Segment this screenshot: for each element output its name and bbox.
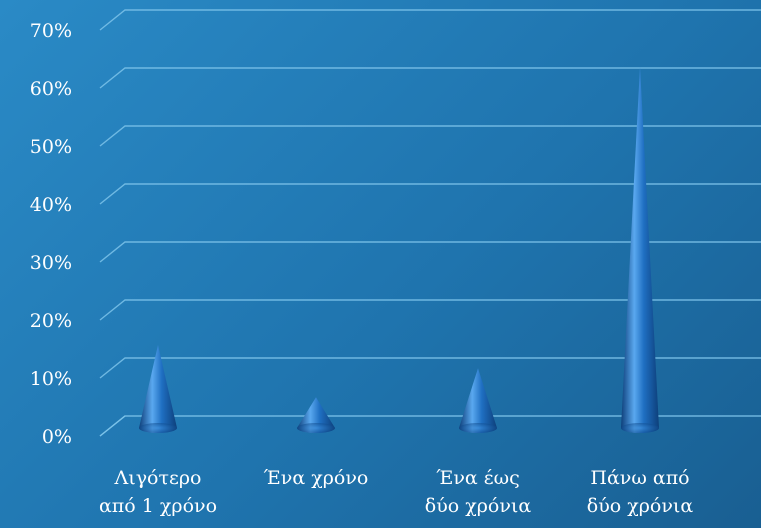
cone-body xyxy=(621,66,659,433)
y-tick-label: 20% xyxy=(30,310,72,332)
x-category-label: Ένα χρόνο xyxy=(264,467,369,489)
gridline xyxy=(99,415,761,437)
x-category-label: Ένα έως δύο χρόνια xyxy=(425,467,532,517)
cone-base xyxy=(459,423,497,433)
gridline xyxy=(99,125,761,147)
y-tick-label: 70% xyxy=(30,20,72,42)
y-tick-label: 40% xyxy=(30,194,72,216)
axis-wall-edge xyxy=(99,415,126,437)
cone-base xyxy=(139,423,177,433)
cone-bar xyxy=(139,345,177,433)
cone-body xyxy=(139,345,177,433)
x-category-label: Λιγότερο από 1 χρόνο xyxy=(99,467,217,517)
x-category-label: Πάνω από δύο χρόνια xyxy=(587,467,694,517)
cone-body xyxy=(459,368,497,433)
y-tick-label: 10% xyxy=(30,368,72,390)
gridline xyxy=(99,357,761,379)
gridline xyxy=(99,183,761,205)
cone-bar xyxy=(459,368,497,433)
y-tick-label: 60% xyxy=(30,78,72,100)
gridline xyxy=(99,9,761,31)
y-axis-ticks: 0% 10% 20% 30% 40% 50% 60% 70% xyxy=(30,20,72,448)
y-tick-label: 30% xyxy=(30,252,72,274)
cone-bar xyxy=(297,397,335,433)
cone-base xyxy=(297,423,335,433)
gridlines xyxy=(99,9,761,437)
gridline xyxy=(99,67,761,89)
gridline xyxy=(99,241,761,263)
y-tick-label: 50% xyxy=(30,136,72,158)
cone-bar xyxy=(621,66,659,433)
cone-series xyxy=(139,66,659,433)
y-tick-label: 0% xyxy=(42,426,72,448)
cone-base xyxy=(621,423,659,433)
gridline xyxy=(99,299,761,321)
x-axis-categories: Λιγότερο από 1 χρόνο Ένα χρόνο Ένα έως δύο χ… xyxy=(99,467,693,517)
